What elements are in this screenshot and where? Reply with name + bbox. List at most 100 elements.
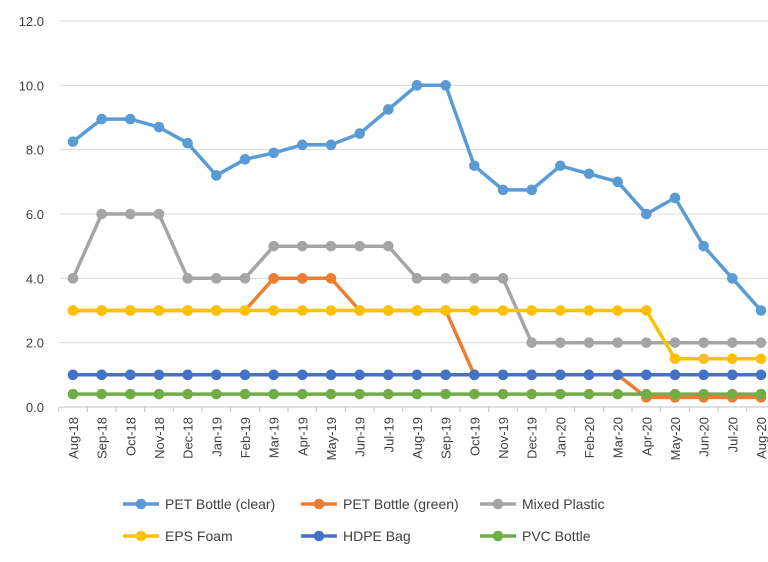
- data-point: [555, 305, 566, 316]
- series-3: [67, 305, 767, 365]
- series-2: [67, 208, 767, 348]
- data-point: [297, 139, 308, 151]
- x-tick-label: Mar-20: [611, 417, 626, 458]
- y-tick-label: 10.0: [19, 78, 44, 93]
- data-point: [325, 273, 337, 284]
- legend-item: Mixed Plastic: [480, 496, 604, 512]
- x-tick-label: Sep-19: [439, 417, 454, 459]
- data-point: [411, 273, 423, 284]
- series-0: [67, 80, 767, 316]
- data-point: [297, 305, 308, 316]
- legend-swatch-marker: [313, 530, 325, 542]
- data-point: [526, 337, 537, 348]
- data-point: [497, 305, 509, 316]
- legend-swatch-marker: [492, 498, 504, 510]
- data-point: [96, 208, 107, 220]
- data-point: [125, 369, 136, 381]
- x-tick-label: Aug-20: [754, 417, 768, 459]
- data-point: [325, 388, 337, 400]
- data-point: [440, 305, 451, 316]
- data-point: [583, 305, 595, 316]
- data-point: [239, 388, 251, 400]
- data-point: [325, 305, 337, 316]
- data-point: [669, 369, 681, 381]
- data-point: [755, 369, 767, 381]
- data-point: [698, 337, 709, 348]
- legend-swatch-marker: [135, 498, 147, 510]
- x-tick-label: Apr-20: [639, 417, 654, 456]
- legend-swatch-marker: [313, 498, 325, 510]
- data-point: [555, 337, 566, 348]
- data-point: [354, 240, 365, 252]
- series-lines: [67, 80, 767, 403]
- data-point: [125, 208, 136, 220]
- data-point: [612, 305, 623, 316]
- data-point: [526, 388, 537, 400]
- data-point: [669, 337, 681, 348]
- x-tick-label: Aug-18: [66, 417, 81, 459]
- data-point: [182, 388, 193, 400]
- data-point: [526, 184, 537, 196]
- data-point: [497, 369, 509, 381]
- data-point: [526, 369, 537, 381]
- legend-item: PET Bottle (green): [301, 496, 459, 512]
- data-point: [96, 369, 107, 381]
- legend-item: HDPE Bag: [301, 528, 411, 544]
- data-point: [268, 147, 279, 159]
- data-point: [153, 305, 165, 316]
- data-point: [555, 369, 566, 381]
- data-point: [411, 80, 423, 91]
- legend-swatch-marker: [135, 530, 147, 542]
- series-line: [73, 308, 761, 361]
- x-tick-label: Jul-19: [381, 417, 396, 452]
- data-point: [67, 305, 79, 316]
- x-tick-label: Jul-20: [725, 417, 740, 452]
- x-tick-label: Jan-20: [553, 417, 568, 457]
- data-point: [268, 369, 279, 381]
- data-point: [354, 369, 365, 381]
- x-tick-label: Aug-19: [410, 417, 425, 459]
- legend-item: PET Bottle (clear): [123, 496, 275, 512]
- data-point: [239, 305, 251, 316]
- data-point: [67, 369, 79, 381]
- data-point: [469, 305, 480, 316]
- data-point: [325, 139, 337, 151]
- data-point: [153, 208, 165, 220]
- data-point: [153, 388, 165, 400]
- data-point: [612, 337, 623, 348]
- data-point: [125, 305, 136, 316]
- x-tick-label: Dec-18: [181, 417, 196, 459]
- x-tick-label: Nov-19: [496, 417, 511, 459]
- data-point: [727, 369, 738, 381]
- y-axis-tick-labels: 0.0 2.0 4.0 6.0 8.0 10.0 12.0: [19, 14, 44, 415]
- data-point: [383, 305, 394, 316]
- data-point: [727, 388, 738, 400]
- data-point: [383, 369, 394, 381]
- data-point: [354, 388, 365, 400]
- data-point: [297, 388, 308, 400]
- data-point: [583, 168, 595, 180]
- data-point: [497, 388, 509, 400]
- data-point: [383, 388, 394, 400]
- data-point: [698, 240, 709, 252]
- data-point: [698, 353, 709, 365]
- legend-label: Mixed Plastic: [522, 496, 604, 512]
- data-point: [268, 240, 279, 252]
- y-tick-label: 2.0: [26, 336, 44, 351]
- x-tick-label: Dec-19: [525, 417, 540, 459]
- data-point: [641, 305, 652, 316]
- legend-swatch-marker: [492, 530, 504, 542]
- data-point: [641, 369, 652, 381]
- x-tick-label: Jun-19: [353, 417, 368, 457]
- y-tick-label: 8.0: [26, 143, 44, 158]
- legend-label: PVC Bottle: [522, 528, 591, 544]
- data-point: [612, 369, 623, 381]
- data-point: [268, 273, 279, 284]
- data-point: [583, 388, 595, 400]
- data-point: [211, 170, 222, 181]
- legend-label: PET Bottle (green): [343, 496, 459, 512]
- data-point: [297, 273, 308, 284]
- data-point: [67, 136, 79, 147]
- data-point: [239, 369, 251, 381]
